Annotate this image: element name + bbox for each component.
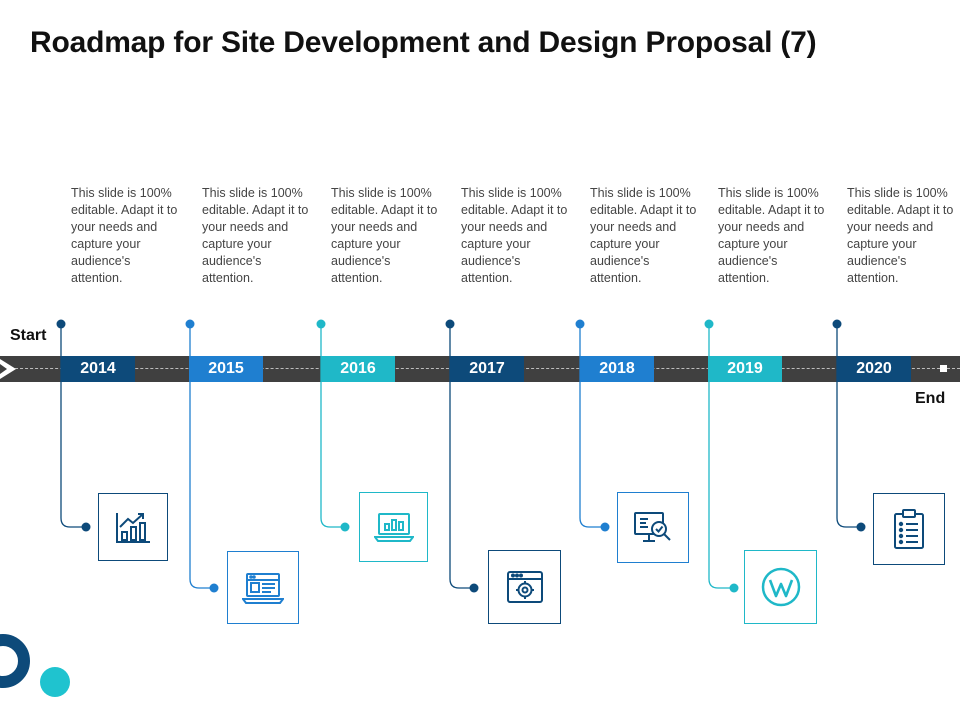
connector-dot (56, 319, 66, 329)
decorative-dot (40, 667, 70, 697)
connector-dot (316, 319, 326, 329)
growth-chart-icon (116, 513, 150, 543)
connector-dot (340, 522, 350, 532)
milestone-description-2019: This slide is 100% editable. Adapt it to… (718, 186, 825, 285)
icon-box-2019 (744, 550, 817, 624)
icon-box-2016 (359, 492, 428, 562)
laptop-analytics-icon (373, 513, 414, 542)
year-label-2015: 2015 (189, 356, 263, 382)
clipboard-list-icon (894, 509, 924, 549)
connector-dot (729, 583, 739, 593)
connector-dot (704, 319, 714, 329)
start-arrow-notch (0, 364, 7, 374)
browser-settings-icon (506, 571, 543, 603)
year-label-2014: 2014 (61, 356, 135, 382)
icon-box-2014 (98, 493, 168, 561)
icon-box-2018 (617, 492, 689, 563)
connector-dot (185, 319, 195, 329)
wordpress-logo-icon (761, 567, 800, 607)
connector-dot (856, 522, 866, 532)
year-label-2017: 2017 (450, 356, 524, 382)
page-title: Roadmap for Site Development and Design … (30, 26, 817, 59)
milestone-description-2017: This slide is 100% editable. Adapt it to… (461, 186, 568, 285)
laptop-browser-icon (242, 572, 284, 604)
milestone-description-2016: This slide is 100% editable. Adapt it to… (331, 186, 438, 285)
milestone-description-2014: This slide is 100% editable. Adapt it to… (71, 186, 178, 285)
end-label: End (915, 390, 946, 407)
icon-box-2015 (227, 551, 299, 624)
end-marker-icon (940, 365, 947, 372)
year-label-2020: 2020 (837, 356, 911, 382)
icon-box-2017 (488, 550, 561, 624)
milestone-description-2015: This slide is 100% editable. Adapt it to… (202, 186, 309, 285)
milestone-description-2020: This slide is 100% editable. Adapt it to… (847, 186, 954, 285)
year-label-2018: 2018 (580, 356, 654, 382)
year-label-2019: 2019 (708, 356, 782, 382)
connector-dot (832, 319, 842, 329)
connector-dot (445, 319, 455, 329)
icon-box-2020 (873, 493, 945, 565)
connector-dot (469, 583, 479, 593)
connector-dot (575, 319, 585, 329)
milestone-description-2018: This slide is 100% editable. Adapt it to… (590, 186, 697, 285)
connector-dot (209, 583, 219, 593)
year-label-2016: 2016 (321, 356, 395, 382)
connector-dot (81, 522, 91, 532)
monitor-search-icon (634, 511, 671, 542)
start-label: Start (10, 327, 47, 344)
connector-dot (600, 522, 610, 532)
